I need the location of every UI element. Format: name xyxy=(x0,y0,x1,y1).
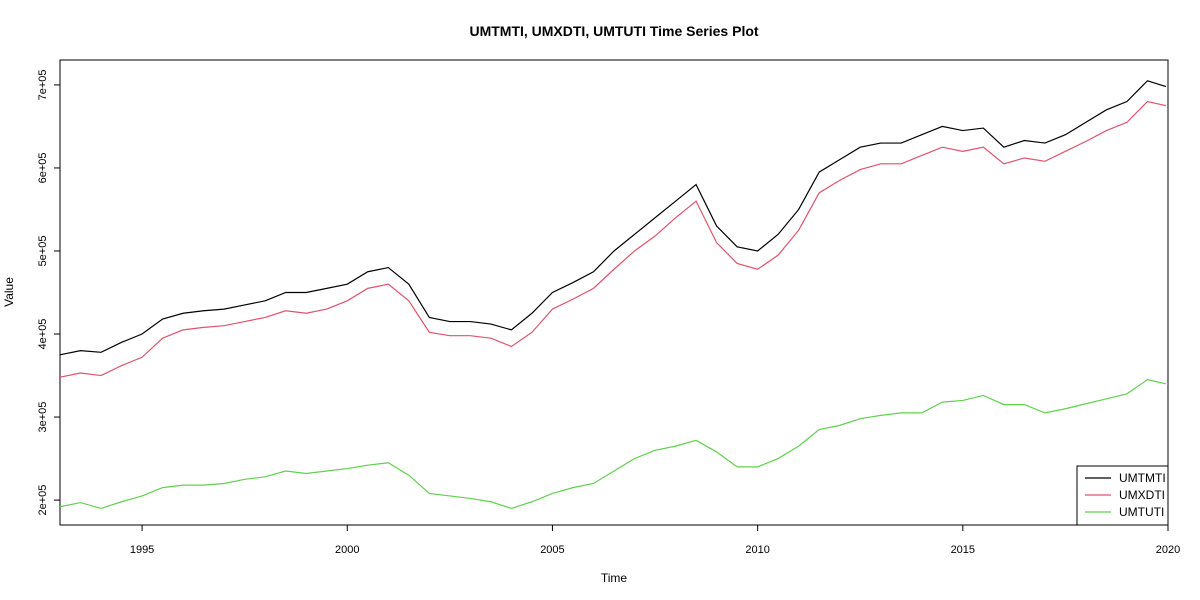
y-axis-label: Value xyxy=(2,277,16,307)
y-tick-label: 4e+05 xyxy=(37,319,49,350)
legend: UMTMTI UMXDTI UMTUTI xyxy=(1076,465,1169,526)
y-axis: 2e+05 3e+05 4e+05 5e+05 6e+05 7e+05 xyxy=(37,69,60,516)
legend-label: UMTMTI xyxy=(1119,471,1166,485)
x-tick-label: 2005 xyxy=(540,544,564,556)
series-layer xyxy=(59,80,1167,510)
plot-frame xyxy=(59,59,1169,526)
series-line-umxdti xyxy=(59,100,1167,378)
legend-label: UMTUTI xyxy=(1119,505,1164,519)
x-axis: 1995 2000 2005 2010 2015 2020 xyxy=(130,525,1180,556)
legend-label: UMXDTI xyxy=(1119,488,1165,502)
x-tick-label: 2020 xyxy=(1156,544,1180,556)
series-line-umtmti xyxy=(59,80,1167,356)
y-tick-label: 2e+05 xyxy=(37,485,49,516)
y-tick-label: 7e+05 xyxy=(37,69,49,100)
x-tick-label: 2010 xyxy=(745,544,769,556)
x-tick-label: 2000 xyxy=(335,544,359,556)
x-axis-label: Time xyxy=(601,571,628,585)
x-tick-label: 1995 xyxy=(130,544,154,556)
x-tick-label: 2015 xyxy=(951,544,975,556)
series-line-umtuti xyxy=(59,379,1167,510)
y-tick-label: 3e+05 xyxy=(37,402,49,433)
y-tick-label: 5e+05 xyxy=(37,236,49,267)
chart-title: UMTMTI, UMXDTI, UMTUTI Time Series Plot xyxy=(469,23,758,39)
y-tick-label: 6e+05 xyxy=(37,152,49,183)
